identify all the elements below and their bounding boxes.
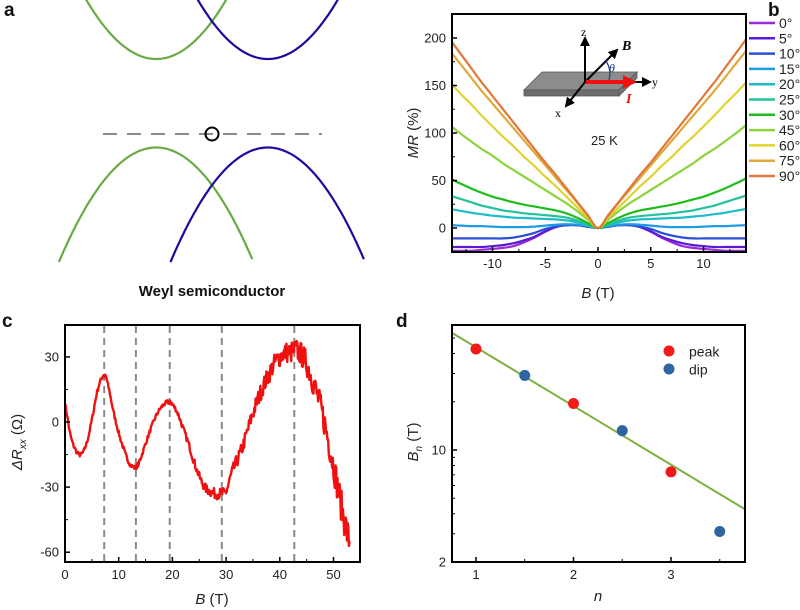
y-tick-label-b: 0 (439, 221, 446, 236)
delta-rxx-curve (66, 339, 351, 548)
dip-point (616, 425, 628, 437)
x-axis-title-b: B (T) (581, 285, 614, 302)
legend-label-b: 90° (779, 168, 800, 184)
mr-curve-30deg (453, 177, 745, 230)
panel-label-a: a (4, 0, 15, 21)
legend-label-b: 60° (779, 137, 800, 153)
panel-label-b: b (768, 0, 780, 21)
delta-rxx-line (66, 339, 351, 548)
mr-curve-90deg (453, 39, 745, 230)
panel-label-c: c (2, 311, 13, 332)
legend-label-b: 15° (779, 61, 800, 77)
weyl-node-circle (204, 126, 220, 142)
band-conduction-blue (196, 0, 339, 61)
peak-point (568, 398, 579, 410)
y-tick-label-c: 0 (52, 415, 59, 430)
y-tick-label-c: -60 (40, 545, 59, 560)
legend-b: 0°5°10°15°20°25°30°45°60°75°90° (749, 15, 800, 184)
theta-arc (605, 60, 611, 81)
panel-d: d 1 2 3 2 10 peak dip n Bn (T) (396, 311, 746, 605)
y-tick-label-c: 30 (45, 349, 59, 364)
sample-slab-front (523, 89, 620, 97)
y-tick-label-c: -30 (40, 480, 59, 495)
peak-point (665, 466, 677, 478)
x-tick-label-c: 10 (111, 567, 125, 582)
peak-point (470, 343, 482, 355)
legend-label-b: 75° (779, 153, 800, 169)
mr-curves (453, 39, 745, 251)
plot-frame-c (64, 324, 361, 563)
y-axis-title-c: ΔRxx (Ω) (9, 414, 29, 471)
dip-point (519, 369, 531, 381)
inset-z-label: z (581, 25, 586, 39)
legend-label-b: 45° (779, 122, 800, 138)
y-tick-label-d: 2 (439, 555, 446, 570)
b-field-arrow (584, 48, 619, 83)
inset-theta-label: θ (609, 61, 615, 75)
x-tick-label-c: 50 (326, 567, 340, 582)
x-tick-label-b: -10 (483, 256, 502, 271)
x-axis-arrow (564, 81, 586, 108)
landau-fan-plot (453, 332, 744, 538)
inset-current-label: I (625, 92, 632, 107)
y-tick-label-b: 200 (424, 31, 446, 46)
y-axis-title-b: MR (%) (405, 108, 422, 159)
legend-label-dip: dip (689, 362, 708, 378)
x-tick-label-b: 5 (647, 256, 654, 271)
fit-line (453, 332, 744, 510)
plot-frame-d (451, 324, 746, 563)
oscillation-markers (103, 326, 296, 561)
x-tick-label-b: 0 (594, 256, 601, 271)
legend-label-b: 5° (779, 30, 792, 46)
band-conduction-green (85, 0, 228, 61)
inset-x-label: x (555, 106, 561, 120)
panel-a-caption: Weyl semiconductor (139, 283, 286, 300)
panel-a: a Weyl semiconductor (4, 0, 365, 300)
x-tick-label-c: 20 (165, 567, 179, 582)
x-tick-label-c: 30 (219, 567, 233, 582)
temperature-annotation: 25 K (591, 133, 618, 148)
x-axis-title-c: B (T) (195, 591, 228, 608)
legend-label-b: 0° (779, 15, 792, 31)
band-structure (57, 0, 365, 263)
legend-label-b: 10° (779, 46, 800, 62)
axes-c: 0 10 20 30 40 50 -60 -30 0 30 (40, 349, 341, 582)
legend-label-peak: peak (689, 344, 720, 360)
mr-curve-25deg (453, 194, 745, 230)
x-tick-label-d: 2 (570, 567, 577, 582)
inset-b-label: B (621, 39, 631, 54)
panel-label-d: d (396, 311, 408, 332)
inset-y-label: y (652, 75, 658, 89)
legend-marker-dip (663, 363, 675, 375)
x-tick-label-d: 1 (472, 567, 479, 582)
band-valence-green (57, 146, 254, 263)
x-tick-label-b: 10 (696, 256, 710, 271)
legend-marker-peak (663, 345, 675, 357)
axes-d: 1 2 3 2 10 (432, 337, 721, 582)
dip-point (714, 526, 726, 538)
y-axis-title-d: Bn (T) (405, 423, 425, 462)
x-axis-title-d: n (594, 588, 602, 605)
mr-curve-20deg (453, 208, 745, 230)
legend-label-b: 30° (779, 107, 800, 123)
y-tick-label-b: 50 (432, 173, 446, 188)
measurement-geometry-inset: z x y B θ I (523, 25, 658, 120)
legend-label-b: 20° (779, 76, 800, 92)
legend-d: peak dip (663, 344, 720, 378)
y-tick-label-b: 100 (424, 126, 446, 141)
x-tick-label-c: 40 (273, 567, 287, 582)
x-tick-label-c: 0 (61, 567, 68, 582)
y-tick-label-b: 150 (424, 78, 446, 93)
legend-label-b: 25° (779, 92, 800, 108)
x-tick-label-d: 3 (667, 567, 674, 582)
x-tick-label-b: -5 (539, 256, 551, 271)
band-valence-blue (169, 146, 365, 263)
panel-c: c 0 10 20 30 40 50 -60 -30 0 30 B (T) ΔRxx (Ω) (2, 311, 361, 608)
y-tick-label-d: 10 (432, 443, 446, 458)
